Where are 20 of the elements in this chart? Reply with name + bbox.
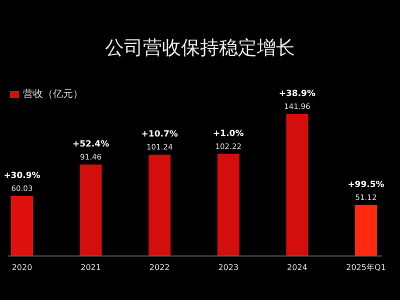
- x-tick-label: 2020: [12, 263, 32, 272]
- annotation: +52.4%: [72, 140, 110, 150]
- bar: [217, 154, 240, 256]
- bar: [80, 164, 102, 256]
- legend-label: 营收（亿元）: [23, 88, 83, 100]
- x-tick-label: 2021: [80, 263, 101, 272]
- x-tick-label: 2025年Q1: [346, 263, 386, 272]
- annotation: +1.0%: [213, 128, 244, 139]
- annotation: +10.7%: [141, 130, 178, 140]
- annotation: +99.5%: [348, 180, 385, 190]
- x-tick-label: 2022: [149, 263, 170, 272]
- text: +38.9%: [278, 89, 316, 99]
- annotation: +30.9%: [4, 170, 41, 181]
- bar: [355, 204, 377, 256]
- x-tick-label: 2024: [287, 263, 308, 272]
- chart-title: 公司营收保持稳定增长: [105, 37, 295, 59]
- bar: [11, 196, 33, 256]
- bar: [286, 114, 308, 256]
- x-tick-label: 2023: [218, 263, 239, 272]
- bar: [148, 154, 171, 256]
